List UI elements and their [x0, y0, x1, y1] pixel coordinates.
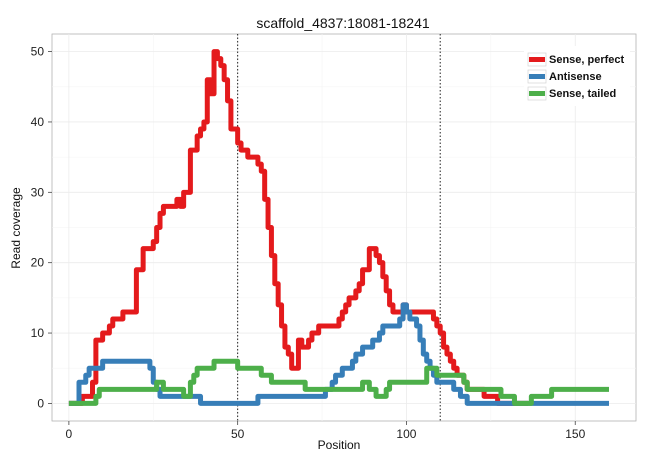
y-tick-label: 0	[37, 396, 44, 410]
x-tick-label: 0	[66, 427, 73, 441]
legend: Sense, perfect Antisense Sense, tailed	[524, 46, 630, 106]
reference-lines	[237, 34, 441, 421]
y-tick-label: 50	[31, 45, 45, 59]
x-tick-label: 100	[396, 427, 416, 441]
y-tick-label: 20	[31, 256, 45, 270]
chart-title: scaffold_4837:18081-18241	[256, 15, 430, 31]
y-tick-label: 40	[31, 115, 45, 129]
x-tick-label: 150	[565, 427, 585, 441]
series-lines	[68, 49, 609, 406]
x-axis-title: Position	[318, 438, 361, 452]
axes: 0 50 100 150 0 10 20 30 40 50	[31, 45, 586, 441]
y-tick-label: 10	[31, 326, 45, 340]
legend-label: Antisense	[549, 71, 602, 83]
series-line	[68, 49, 528, 406]
series-line	[68, 302, 609, 406]
y-axis-title: Read coverage	[9, 187, 23, 269]
series-line	[68, 358, 609, 406]
legend-label: Sense, perfect	[549, 54, 625, 66]
x-tick-label: 50	[231, 427, 245, 441]
y-tick-label: 30	[31, 185, 45, 199]
legend-label: Sense, tailed	[549, 88, 616, 100]
